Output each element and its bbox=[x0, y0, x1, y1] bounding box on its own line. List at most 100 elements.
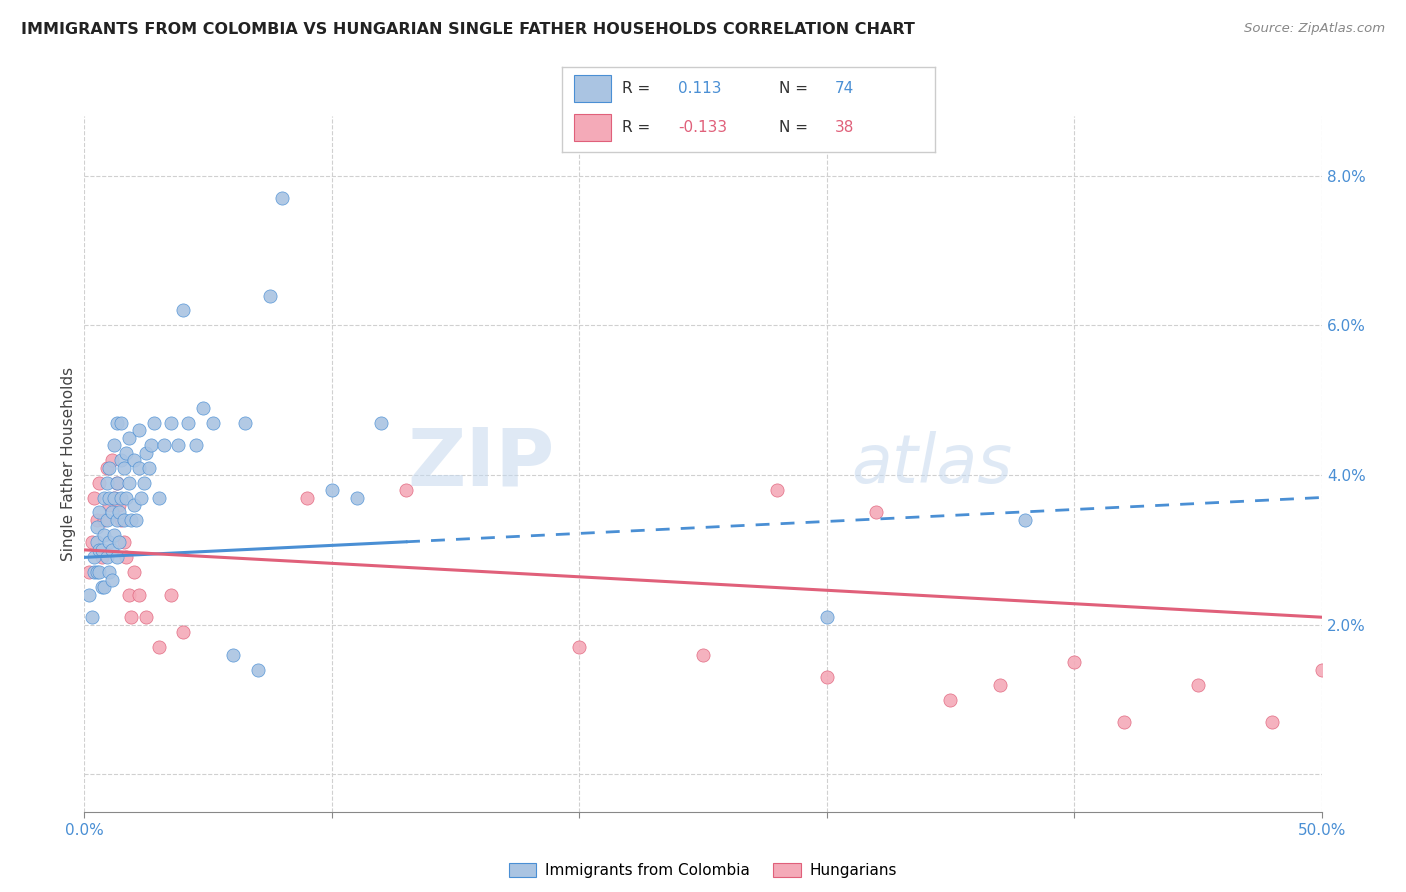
Point bbox=[103, 491, 125, 505]
Point bbox=[152, 438, 174, 452]
Point bbox=[100, 542, 122, 557]
Point bbox=[86, 520, 108, 534]
Text: 38: 38 bbox=[834, 120, 853, 136]
Point bbox=[148, 491, 170, 505]
Point bbox=[108, 506, 131, 520]
Point bbox=[135, 445, 157, 459]
Point bbox=[112, 535, 135, 549]
Point bbox=[129, 491, 152, 505]
Point bbox=[118, 475, 141, 490]
Point bbox=[233, 416, 256, 430]
Point bbox=[120, 610, 142, 624]
Point bbox=[105, 475, 128, 490]
Point bbox=[138, 460, 160, 475]
Point bbox=[125, 513, 148, 527]
Point bbox=[271, 191, 294, 205]
Point bbox=[100, 506, 122, 520]
Point bbox=[86, 566, 108, 580]
Point bbox=[370, 416, 392, 430]
Point bbox=[112, 460, 135, 475]
Point bbox=[1014, 513, 1036, 527]
Point bbox=[93, 528, 115, 542]
Point bbox=[815, 670, 838, 684]
Point bbox=[98, 566, 121, 580]
Point bbox=[988, 677, 1011, 691]
Point bbox=[160, 416, 183, 430]
Point bbox=[108, 498, 131, 512]
Point bbox=[167, 438, 190, 452]
Point bbox=[177, 416, 200, 430]
Point bbox=[98, 498, 121, 512]
Point bbox=[141, 438, 163, 452]
Point bbox=[103, 528, 125, 542]
Text: 0.113: 0.113 bbox=[678, 81, 721, 96]
Point bbox=[122, 566, 145, 580]
Point bbox=[939, 692, 962, 706]
Point bbox=[96, 460, 118, 475]
Point bbox=[79, 588, 101, 602]
Point bbox=[115, 445, 138, 459]
Point bbox=[110, 491, 132, 505]
Point bbox=[89, 542, 111, 557]
Point bbox=[1112, 714, 1135, 729]
Point bbox=[96, 550, 118, 565]
Point bbox=[98, 535, 121, 549]
Point bbox=[122, 453, 145, 467]
Point bbox=[132, 475, 155, 490]
Point bbox=[83, 550, 105, 565]
Point bbox=[105, 416, 128, 430]
Point bbox=[246, 663, 269, 677]
Point bbox=[122, 498, 145, 512]
Point bbox=[184, 438, 207, 452]
Point bbox=[172, 625, 194, 640]
Point bbox=[96, 513, 118, 527]
Point bbox=[105, 475, 128, 490]
Point bbox=[89, 566, 111, 580]
Point bbox=[86, 535, 108, 549]
Text: N =: N = bbox=[779, 81, 813, 96]
Point bbox=[172, 303, 194, 318]
Point bbox=[135, 610, 157, 624]
Point bbox=[568, 640, 591, 654]
Bar bbox=[574, 76, 610, 103]
Point bbox=[766, 483, 789, 497]
Point bbox=[83, 491, 105, 505]
Point bbox=[120, 513, 142, 527]
Point bbox=[103, 438, 125, 452]
Point bbox=[259, 288, 281, 302]
Point bbox=[90, 580, 112, 594]
Point bbox=[93, 513, 115, 527]
Point bbox=[1310, 663, 1333, 677]
Point bbox=[89, 506, 111, 520]
Point bbox=[346, 491, 368, 505]
Point bbox=[83, 566, 105, 580]
Point bbox=[105, 550, 128, 565]
Point bbox=[1261, 714, 1284, 729]
Text: Source: ZipAtlas.com: Source: ZipAtlas.com bbox=[1244, 22, 1385, 36]
Point bbox=[692, 648, 714, 662]
Point bbox=[148, 640, 170, 654]
Point bbox=[90, 550, 112, 565]
Point bbox=[202, 416, 225, 430]
Point bbox=[110, 513, 132, 527]
Text: R =: R = bbox=[621, 81, 655, 96]
Point bbox=[80, 535, 103, 549]
Text: ZIP: ZIP bbox=[408, 425, 554, 503]
Point bbox=[160, 588, 183, 602]
Point bbox=[295, 491, 318, 505]
Point bbox=[96, 475, 118, 490]
Y-axis label: Single Father Households: Single Father Households bbox=[60, 367, 76, 561]
Point bbox=[80, 610, 103, 624]
Point bbox=[79, 566, 101, 580]
Point bbox=[89, 475, 111, 490]
Point bbox=[115, 550, 138, 565]
Point bbox=[128, 588, 150, 602]
Point bbox=[108, 535, 131, 549]
Point bbox=[100, 453, 122, 467]
Point bbox=[128, 460, 150, 475]
Point bbox=[118, 588, 141, 602]
Text: N =: N = bbox=[779, 120, 813, 136]
Point bbox=[128, 423, 150, 437]
Point bbox=[93, 580, 115, 594]
Point bbox=[395, 483, 418, 497]
